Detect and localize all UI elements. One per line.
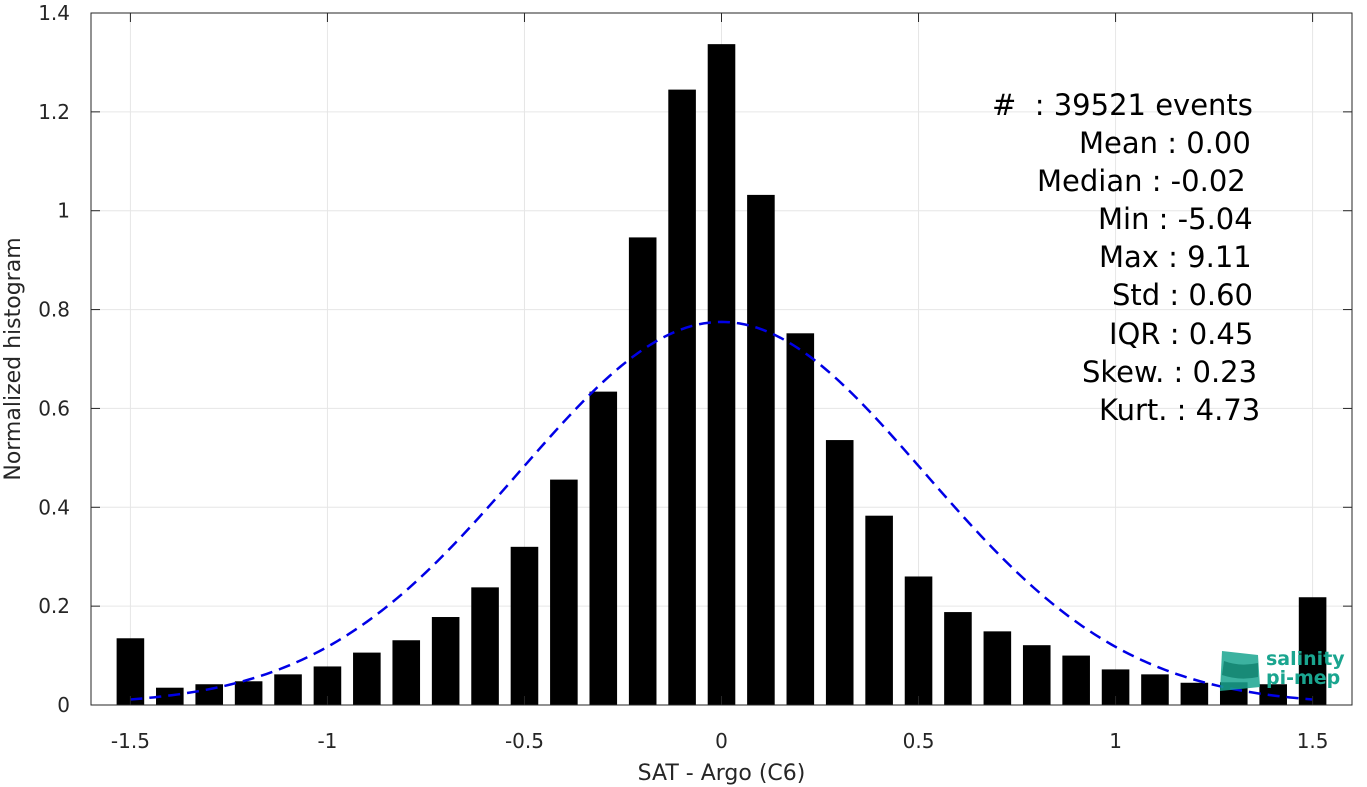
x-tick-label: -1: [317, 729, 337, 753]
stat-kurt: Kurt. : 4.73: [1099, 393, 1261, 427]
y-tick-label: 1.4: [38, 1, 70, 25]
histogram-bar: [510, 546, 539, 705]
histogram-bar: [944, 612, 972, 705]
stat-max: Max : 9.11: [1099, 240, 1252, 274]
x-tick-label: 1.5: [1297, 729, 1329, 753]
stat-events: # : 39521 events: [992, 88, 1253, 122]
stat-median: Median : -0.02: [1037, 164, 1246, 198]
histogram-bar: [825, 440, 854, 705]
histogram-bar: [195, 684, 224, 705]
axis-ticks: [91, 12, 1352, 706]
histogram-bar: [471, 587, 499, 705]
logo-line-1: salinity: [1266, 648, 1345, 670]
histogram-bar: [431, 617, 460, 705]
histogram-bar: [668, 89, 696, 706]
stat-min: Min : -5.04: [1098, 202, 1253, 236]
histogram-bar: [1298, 597, 1327, 705]
y-tick-label: 0.2: [38, 594, 70, 618]
y-tick-label: 1.2: [38, 100, 70, 124]
histogram-bar: [392, 640, 421, 705]
histogram-bars: [116, 44, 1327, 706]
histogram-bar: [865, 515, 893, 705]
normal-fit-curve: [130, 320, 1313, 701]
histogram-bar: [116, 638, 145, 705]
logo-emblem-icon: [1220, 651, 1260, 691]
histogram-bar: [1062, 655, 1090, 705]
histogram-bar: [589, 391, 618, 705]
histogram-bar: [234, 681, 263, 705]
y-tick-labels: 0 0.2 0.4 0.6 0.8 1 1.2 1.4: [38, 1, 70, 717]
stat-skew: Skew. : 0.23: [1082, 355, 1258, 389]
salinity-pi-mep-logo: salinity pi-mep: [1214, 647, 1354, 695]
stat-mean: Mean : 0.00: [1079, 126, 1251, 160]
stat-std: Std : 0.60: [1112, 278, 1253, 312]
logo-line-2: pi-mep: [1266, 667, 1341, 689]
y-tick-label: 0: [57, 693, 70, 717]
stat-iqr: IQR : 0.45: [1109, 317, 1254, 351]
y-axis-label: Normalized histogram: [1, 237, 26, 480]
histogram-bar: [747, 194, 775, 705]
histogram-bar: [628, 237, 657, 706]
histogram-bar: [274, 674, 302, 705]
histogram-bar: [1022, 645, 1051, 705]
y-tick-label: 1: [57, 199, 70, 223]
histogram-bar: [550, 479, 578, 705]
x-tick-label: -0.5: [505, 729, 544, 753]
x-tick-label: 1: [1109, 729, 1122, 753]
histogram-bar: [786, 333, 815, 705]
y-tick-label: 0.4: [38, 495, 70, 519]
x-tick-labels: -1.5 -1 -0.5 0 0.5 1 1.5: [111, 729, 1329, 753]
x-tick-label: 0: [715, 729, 728, 753]
histogram-bar: [904, 576, 933, 705]
x-tick-label: 0.5: [903, 729, 935, 753]
histogram-bar: [983, 631, 1012, 705]
histogram-bar: [1180, 682, 1209, 705]
y-tick-label: 0.8: [38, 298, 70, 322]
histogram-bar: [1141, 674, 1169, 705]
x-tick-label: -1.5: [111, 729, 150, 753]
histogram-bar: [707, 44, 736, 705]
histogram-bar: [353, 652, 381, 705]
y-tick-label: 0.6: [38, 396, 70, 420]
x-axis-label: SAT - Argo (C6): [638, 761, 806, 786]
